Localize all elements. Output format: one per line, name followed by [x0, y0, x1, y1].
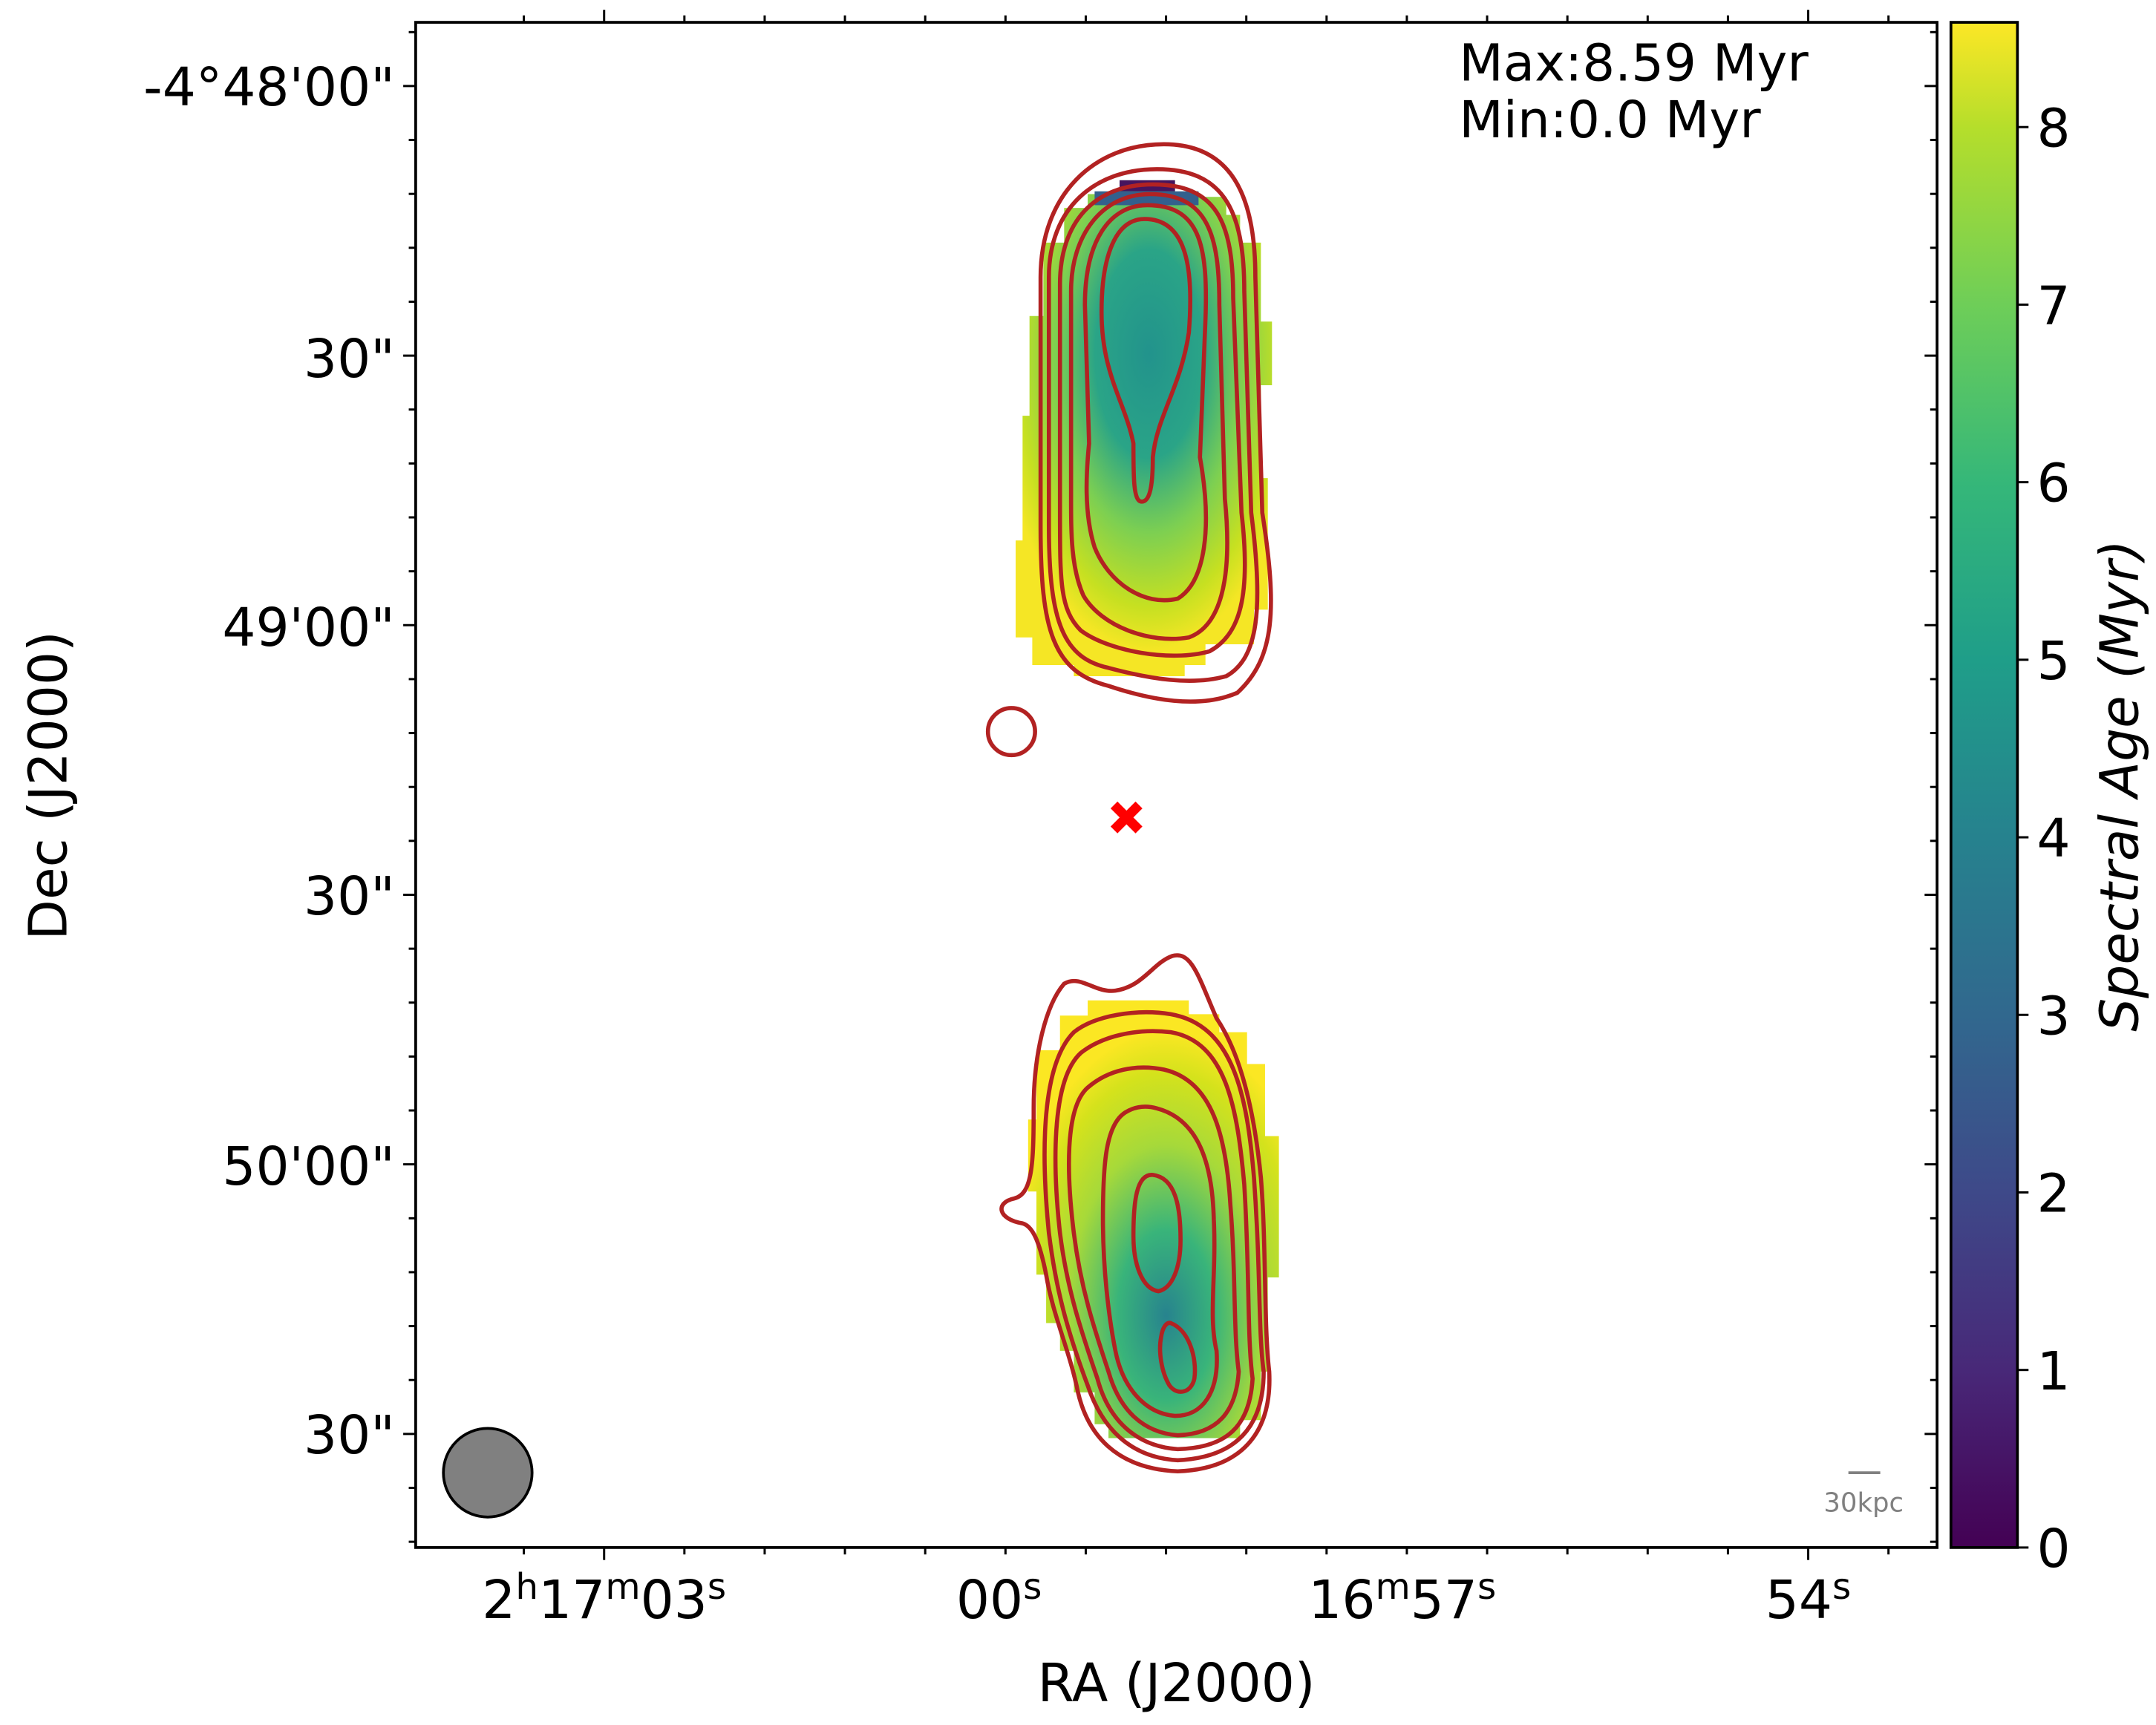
- x-tick-label: 54s: [1765, 1566, 1852, 1631]
- colorbar-ticks: 0 1 2 3 4 5 6 7 8: [2017, 97, 2071, 1580]
- x-tick-labels: 2h17m03s 00s 16m57s 54s: [482, 1566, 1851, 1631]
- contour-level-6: [1131, 1173, 1183, 1294]
- south-lobe-contours: [999, 953, 1272, 1474]
- colorbar-tick-label: 1: [2036, 1341, 2070, 1402]
- contour-level-4: [1067, 1065, 1241, 1438]
- x-axis-label: RA (J2000): [1037, 1652, 1315, 1714]
- colorbar-tick-label: 7: [2036, 275, 2070, 337]
- contour-level-6b: [1157, 1320, 1198, 1394]
- y-tick-label: 30": [304, 865, 395, 927]
- colorbar: [1949, 21, 2019, 1549]
- y-tick-label: -4°48'00": [143, 56, 395, 118]
- colorbar-label: Spectral Age (Myr): [2089, 540, 2151, 1032]
- contour-level-2: [1047, 167, 1260, 683]
- contour-level-1: [1038, 142, 1273, 704]
- contour-level-5: [1082, 203, 1209, 603]
- colorbar-tick-label: 0: [2036, 1518, 2070, 1580]
- y-tick-label: 30": [304, 328, 395, 390]
- min-age-label: Min:0.0 Myr: [1459, 91, 1761, 150]
- colorbar-tick-label: 5: [2036, 630, 2070, 692]
- contour-level-3: [1053, 1029, 1255, 1452]
- y-axis-label: Dec (J2000): [18, 631, 79, 940]
- isolated-contour: [985, 706, 1037, 758]
- y-tick-labels: -4°48'00" 30" 49'00" 30" 50'00" 30": [143, 56, 395, 1466]
- south-lobe-age-map: [1028, 1000, 1279, 1438]
- max-age-label: Max:8.59 Myr: [1459, 33, 1809, 93]
- y-tick-label: 49'00": [222, 597, 395, 658]
- north-lobe-contours: [985, 142, 1273, 758]
- x-tick-label: 00s: [956, 1566, 1042, 1631]
- contour-level-6: [1099, 217, 1192, 504]
- colorbar-tick-label: 6: [2036, 453, 2070, 514]
- colorbar-tick-label: 8: [2036, 97, 2070, 159]
- colorbar-tick-label: 2: [2036, 1163, 2070, 1225]
- colorbar-tick-label: 4: [2036, 808, 2070, 869]
- beam-ellipse: [442, 1427, 534, 1519]
- y-tick-label: 50'00": [222, 1136, 395, 1197]
- x-tick-label: 16m57s: [1308, 1566, 1496, 1631]
- plot-frame: [414, 21, 1938, 1549]
- contour-level-3: [1057, 182, 1247, 658]
- scale-bar-label: 30kpc: [1823, 1487, 1904, 1518]
- contour-level-1: [999, 953, 1272, 1474]
- colorbar-tick-label: 3: [2036, 985, 2070, 1047]
- contour-level-4: [1068, 192, 1229, 641]
- contour-level-2: [1042, 1010, 1266, 1463]
- contour-level-5: [1100, 1104, 1219, 1418]
- axis-ticks: [403, 10, 1938, 1560]
- core-marker-x-icon: [1110, 801, 1143, 834]
- x-tick-label: 2h17m03s: [482, 1566, 726, 1631]
- y-tick-label: 30": [304, 1404, 395, 1466]
